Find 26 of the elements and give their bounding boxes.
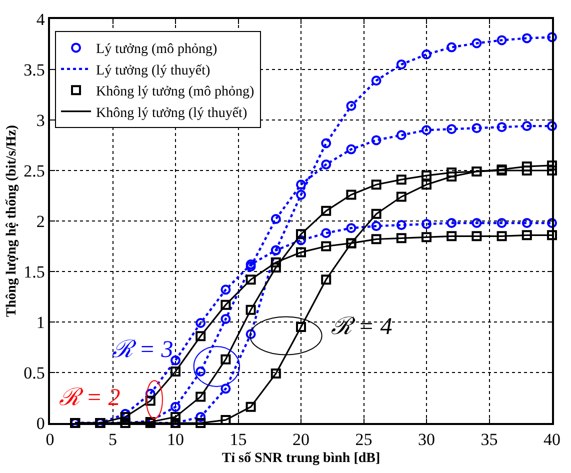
annotation: ℛ = 3	[112, 337, 174, 363]
x-tick-label: 5	[108, 430, 117, 450]
legend-label: Lý tưởng (lý thuyết)	[96, 63, 210, 78]
x-tick-label: 10	[167, 430, 184, 450]
x-axis-title: Tỉ số SNR trung bình [dB]	[222, 450, 380, 466]
legend-label: Lý tưởng (mô phỏng)	[96, 42, 218, 58]
x-tick-label: 20	[292, 430, 310, 450]
y-tick-label: 2	[36, 212, 45, 231]
y-tick-label: 1	[36, 312, 45, 332]
x-tick-label: 30	[418, 430, 435, 450]
y-tick-label: 4	[36, 10, 46, 29]
x-tick-label: 40	[544, 430, 560, 450]
y-tick-label: 1.5	[24, 262, 45, 282]
x-tick-label: 15	[230, 430, 247, 450]
y-tick-label: 2.5	[24, 161, 45, 180]
y-axis-title: Thông lượng hệ thống (bit/s/Hz)	[4, 124, 20, 317]
legend-label: Không lý tưởng (mô phỏng)	[96, 84, 254, 100]
x-tick-label: 35	[480, 430, 498, 450]
x-tick-label: 25	[355, 430, 372, 450]
y-tick-label: 3	[36, 110, 45, 130]
y-tick-label: 0.5	[24, 363, 45, 382]
y-tick-label: 3.5	[24, 60, 45, 80]
y-tick-label: 0	[36, 414, 45, 433]
legend-label: Không lý tưởng (lý thuyết)	[96, 106, 248, 121]
annotation: ℛ = 2	[59, 385, 120, 411]
annotation: ℛ = 4	[331, 314, 392, 340]
